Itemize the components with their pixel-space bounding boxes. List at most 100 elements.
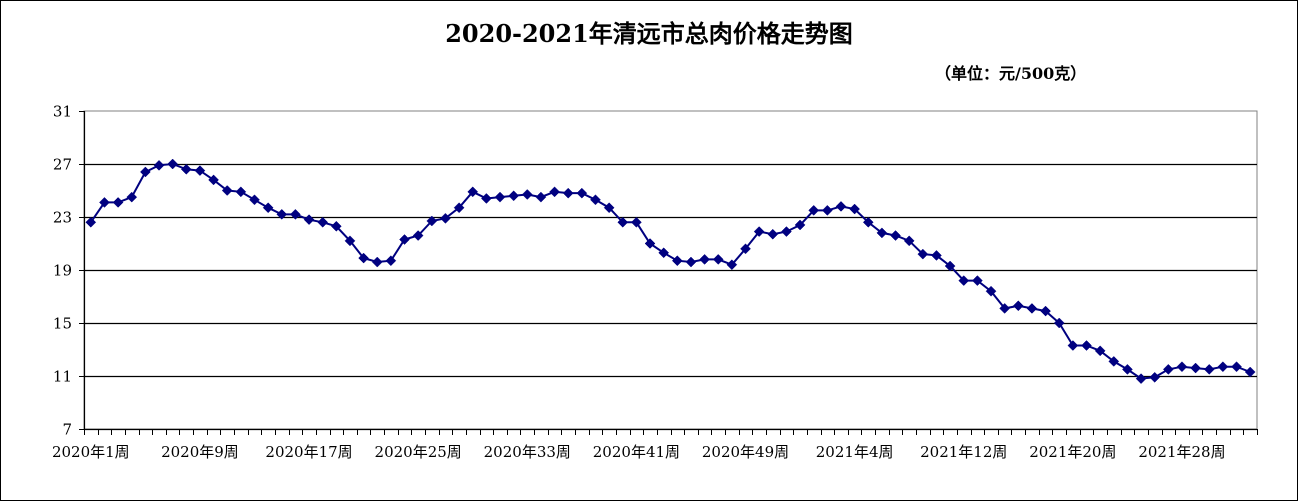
data-point <box>562 187 574 199</box>
x-tick-label: 2020年49周 <box>702 443 789 461</box>
data-point <box>467 186 479 198</box>
x-tick-label: 2021年12周 <box>920 443 1007 461</box>
data-point <box>1176 361 1188 373</box>
data-point <box>208 174 219 186</box>
x-tick-label: 2020年9周 <box>161 443 239 461</box>
data-point <box>944 260 956 272</box>
x-tick-label: 2021年4周 <box>816 443 894 461</box>
data-point <box>330 220 342 232</box>
unit-label: （单位：元/500克） <box>935 64 1087 83</box>
data-point <box>849 203 860 215</box>
data-point <box>180 163 192 175</box>
data-point <box>221 185 233 196</box>
data-point <box>385 255 397 267</box>
data-point <box>985 285 997 297</box>
data-point <box>603 202 615 214</box>
x-tick-label: 2021年20周 <box>1029 443 1116 461</box>
data-point <box>276 208 288 220</box>
y-tick-label: 11 <box>53 368 72 386</box>
data-point <box>794 219 806 231</box>
data-point <box>835 201 847 212</box>
y-tick-label: 7 <box>62 421 72 439</box>
x-tick-label: 2020年1周 <box>52 443 130 461</box>
data-point <box>767 228 779 240</box>
data-point <box>753 226 765 237</box>
data-point <box>358 252 369 264</box>
data-point <box>494 191 506 203</box>
data-point <box>822 205 833 216</box>
data-point <box>1012 300 1024 312</box>
data-point <box>576 187 588 199</box>
x-tick-label: 2020年17周 <box>265 443 352 461</box>
chart-title: 2020-2021年清远市总肉价格走势图 <box>445 19 853 48</box>
data-point <box>167 158 179 170</box>
data-point <box>972 275 983 286</box>
data-point <box>699 254 710 265</box>
data-point <box>671 255 683 267</box>
data-point <box>1231 361 1242 373</box>
data-point <box>712 254 724 265</box>
data-point <box>917 248 929 260</box>
data-point <box>1094 345 1106 357</box>
data-point <box>1081 340 1092 351</box>
y-tick-label: 31 <box>53 103 72 121</box>
data-point <box>140 166 151 178</box>
data-point <box>1203 364 1215 375</box>
data-point <box>412 230 424 241</box>
x-tick-label: 2020年33周 <box>484 443 571 461</box>
data-point <box>126 191 138 203</box>
data-point <box>890 230 901 241</box>
data-point <box>508 190 519 202</box>
data-point <box>631 216 642 228</box>
data-point <box>1053 317 1065 329</box>
y-tick-label: 19 <box>53 262 72 280</box>
data-point <box>1217 361 1229 373</box>
data-point <box>999 303 1011 314</box>
data-point <box>1162 364 1174 375</box>
data-point <box>658 247 670 259</box>
data-point <box>317 216 329 228</box>
data-point <box>590 194 601 206</box>
data-point <box>153 159 165 171</box>
data-point <box>99 197 110 208</box>
data-point <box>235 186 247 198</box>
data-point <box>903 235 915 247</box>
data-point <box>112 197 124 208</box>
data-point <box>426 215 438 227</box>
data-point <box>85 216 97 228</box>
data-point <box>808 205 820 216</box>
data-point <box>371 256 383 268</box>
data-point <box>535 191 547 203</box>
data-point <box>931 250 942 261</box>
y-tick-label: 23 <box>53 209 72 227</box>
data-point <box>453 202 465 214</box>
data-point <box>440 212 451 224</box>
data-point <box>740 243 751 255</box>
data-point <box>1040 305 1051 317</box>
data-point <box>1122 364 1133 375</box>
data-point <box>194 165 206 176</box>
data-point <box>876 227 888 239</box>
data-point <box>1190 362 1201 374</box>
data-point <box>1026 303 1038 314</box>
data-point <box>1149 371 1161 383</box>
data-point <box>1108 356 1120 367</box>
data-point <box>481 193 492 204</box>
data-point <box>303 214 315 226</box>
data-point <box>249 194 260 206</box>
data-point <box>862 216 874 228</box>
data-point <box>399 234 410 245</box>
data-point <box>1244 366 1256 378</box>
data-point <box>521 189 533 200</box>
data-point <box>726 259 738 271</box>
data-point <box>262 202 274 214</box>
x-tick-label: 2020年25周 <box>375 443 462 461</box>
y-tick-label: 27 <box>53 156 72 174</box>
data-point <box>1067 340 1079 351</box>
data-point <box>644 238 656 249</box>
data-point <box>290 208 301 220</box>
data-point <box>958 275 970 286</box>
x-tick-label: 2020年41周 <box>593 443 680 461</box>
data-point <box>344 235 356 247</box>
